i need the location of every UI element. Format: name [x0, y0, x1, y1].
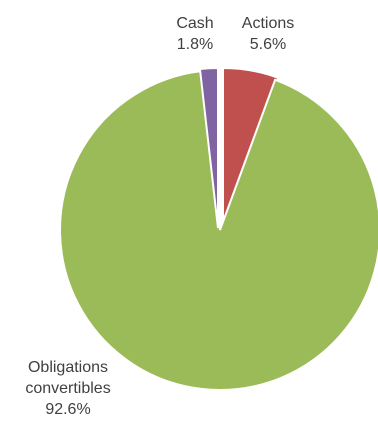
slice-name-1-line-1: convertibles — [25, 380, 110, 397]
slice-value-1: 92.6% — [45, 401, 90, 418]
pie-slice-1 — [59, 69, 378, 391]
slice-value-0: 5.6% — [250, 36, 286, 53]
slice-name-2-line-0: Cash — [176, 15, 213, 32]
slice-label-1: Obligations convertibles 92.6% — [25, 359, 110, 418]
slice-value-2: 1.8% — [177, 36, 213, 53]
pie-slice-2 — [198, 66, 219, 229]
slice-name-1-line-0: Obligations — [28, 359, 108, 376]
slice-name-0-line-0: Actions — [242, 15, 294, 32]
slice-label-0: Actions 5.6% — [242, 15, 294, 53]
slice-label-2: Cash 1.8% — [176, 15, 213, 53]
